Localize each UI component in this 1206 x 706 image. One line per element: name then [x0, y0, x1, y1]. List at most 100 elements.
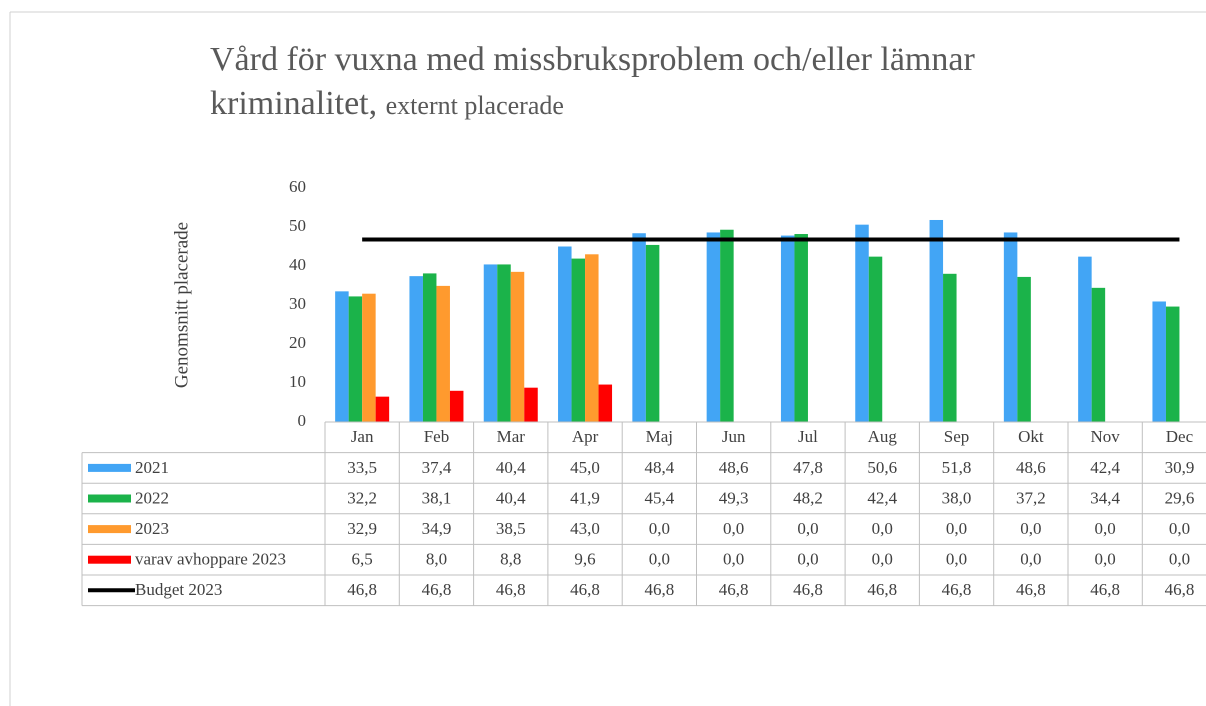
table-value: 34,9	[422, 519, 452, 538]
table-value: 0,0	[797, 519, 818, 538]
legend-key	[88, 494, 131, 503]
table-value: 40,4	[496, 488, 526, 507]
table-value: 42,4	[867, 488, 897, 507]
bar	[1017, 276, 1031, 422]
x-tick-label: Feb	[424, 427, 450, 446]
table-value: 0,0	[649, 550, 670, 569]
bar	[571, 258, 586, 422]
title-block: Vård för vuxna med missbruksproblem och/…	[210, 38, 1070, 128]
table-value: 47,8	[793, 458, 823, 477]
table-value: 46,8	[1165, 580, 1195, 599]
table-value: 6,5	[352, 550, 373, 569]
legend-label: 2023	[135, 519, 169, 538]
table-value: 38,5	[496, 519, 526, 538]
y-tick-label: 50	[289, 216, 306, 235]
bar	[632, 233, 646, 422]
bar	[598, 384, 613, 422]
table-value: 8,8	[500, 550, 521, 569]
table-value: 38,0	[942, 488, 972, 507]
bar	[1152, 301, 1166, 422]
legend-key	[88, 463, 131, 472]
table-value: 0,0	[872, 550, 893, 569]
bar	[436, 285, 450, 422]
legend-key	[88, 555, 131, 564]
table-value: 34,4	[1090, 488, 1120, 507]
table-value: 8,0	[426, 550, 447, 569]
bar	[449, 390, 464, 422]
legend-label: Budget 2023	[135, 580, 222, 599]
bar	[348, 296, 363, 422]
bar	[794, 234, 808, 422]
x-tick-label: Mar	[497, 427, 526, 446]
table-value: 41,9	[570, 488, 600, 507]
table-value: 0,0	[946, 519, 967, 538]
table-value: 0,0	[1020, 550, 1041, 569]
x-tick-label: Apr	[572, 427, 599, 446]
bar	[362, 293, 376, 422]
table-value: 48,6	[1016, 458, 1046, 477]
legend-key	[88, 525, 131, 534]
bar	[422, 273, 437, 422]
bar	[645, 244, 660, 422]
bar	[483, 264, 498, 422]
x-tick-label: Dec	[1166, 427, 1194, 446]
table-value: 0,0	[1095, 550, 1116, 569]
table-value: 46,8	[570, 580, 600, 599]
bar	[375, 396, 390, 422]
x-tick-label: Nov	[1091, 427, 1121, 446]
y-tick-label: 20	[289, 333, 306, 352]
y-tick-label: 30	[289, 294, 306, 313]
bar	[335, 291, 349, 422]
table-value: 51,8	[942, 458, 972, 477]
table-value: 37,4	[422, 458, 452, 477]
table-value: 0,0	[1095, 519, 1116, 538]
y-tick-label: 40	[289, 255, 306, 274]
table-value: 45,0	[570, 458, 600, 477]
chart-subtitle: externt placerade	[385, 91, 564, 120]
y-axis-label: Genomsnitt placerade	[171, 222, 192, 388]
bar	[868, 256, 883, 422]
table-value: 0,0	[723, 519, 744, 538]
x-tick-label: Jun	[722, 427, 746, 446]
table-value: 46,8	[347, 580, 377, 599]
table-value: 46,8	[719, 580, 749, 599]
x-tick-label: Okt	[1018, 427, 1044, 446]
table-value: 0,0	[649, 519, 670, 538]
table-value: 46,8	[867, 580, 897, 599]
table-value: 40,4	[496, 458, 526, 477]
bar	[1165, 306, 1180, 422]
y-tick-label: 0	[298, 411, 307, 430]
x-tick-label: Jul	[798, 427, 818, 446]
table-value: 48,6	[719, 458, 749, 477]
bar	[929, 219, 944, 422]
bar	[409, 276, 423, 422]
table-value: 49,3	[719, 488, 749, 507]
bar	[720, 229, 734, 422]
table-value: 0,0	[1020, 519, 1041, 538]
bar	[558, 246, 572, 422]
table-value: 46,8	[793, 580, 823, 599]
table-value: 33,5	[347, 458, 377, 477]
table-value: 46,8	[1090, 580, 1120, 599]
bar	[943, 273, 957, 422]
table-value: 43,0	[570, 519, 600, 538]
bar	[524, 387, 538, 422]
bar	[706, 232, 721, 422]
x-tick-label: Maj	[646, 427, 673, 446]
table-value: 48,2	[793, 488, 823, 507]
table-value: 0,0	[1169, 519, 1190, 538]
x-tick-label: Aug	[868, 427, 898, 446]
table-value: 32,9	[347, 519, 377, 538]
legend-label: varav avhoppare 2023	[135, 550, 286, 569]
x-tick-label: Jan	[351, 427, 374, 446]
table-value: 46,8	[422, 580, 452, 599]
table-value: 38,1	[422, 488, 452, 507]
table-value: 29,6	[1165, 488, 1195, 507]
bar	[780, 235, 795, 422]
table-value: 0,0	[797, 550, 818, 569]
chart-title: Vård för vuxna med missbruksproblem och/…	[210, 41, 975, 122]
x-tick-label: Sep	[944, 427, 970, 446]
table-value: 46,8	[496, 580, 526, 599]
table-value: 46,8	[1016, 580, 1046, 599]
